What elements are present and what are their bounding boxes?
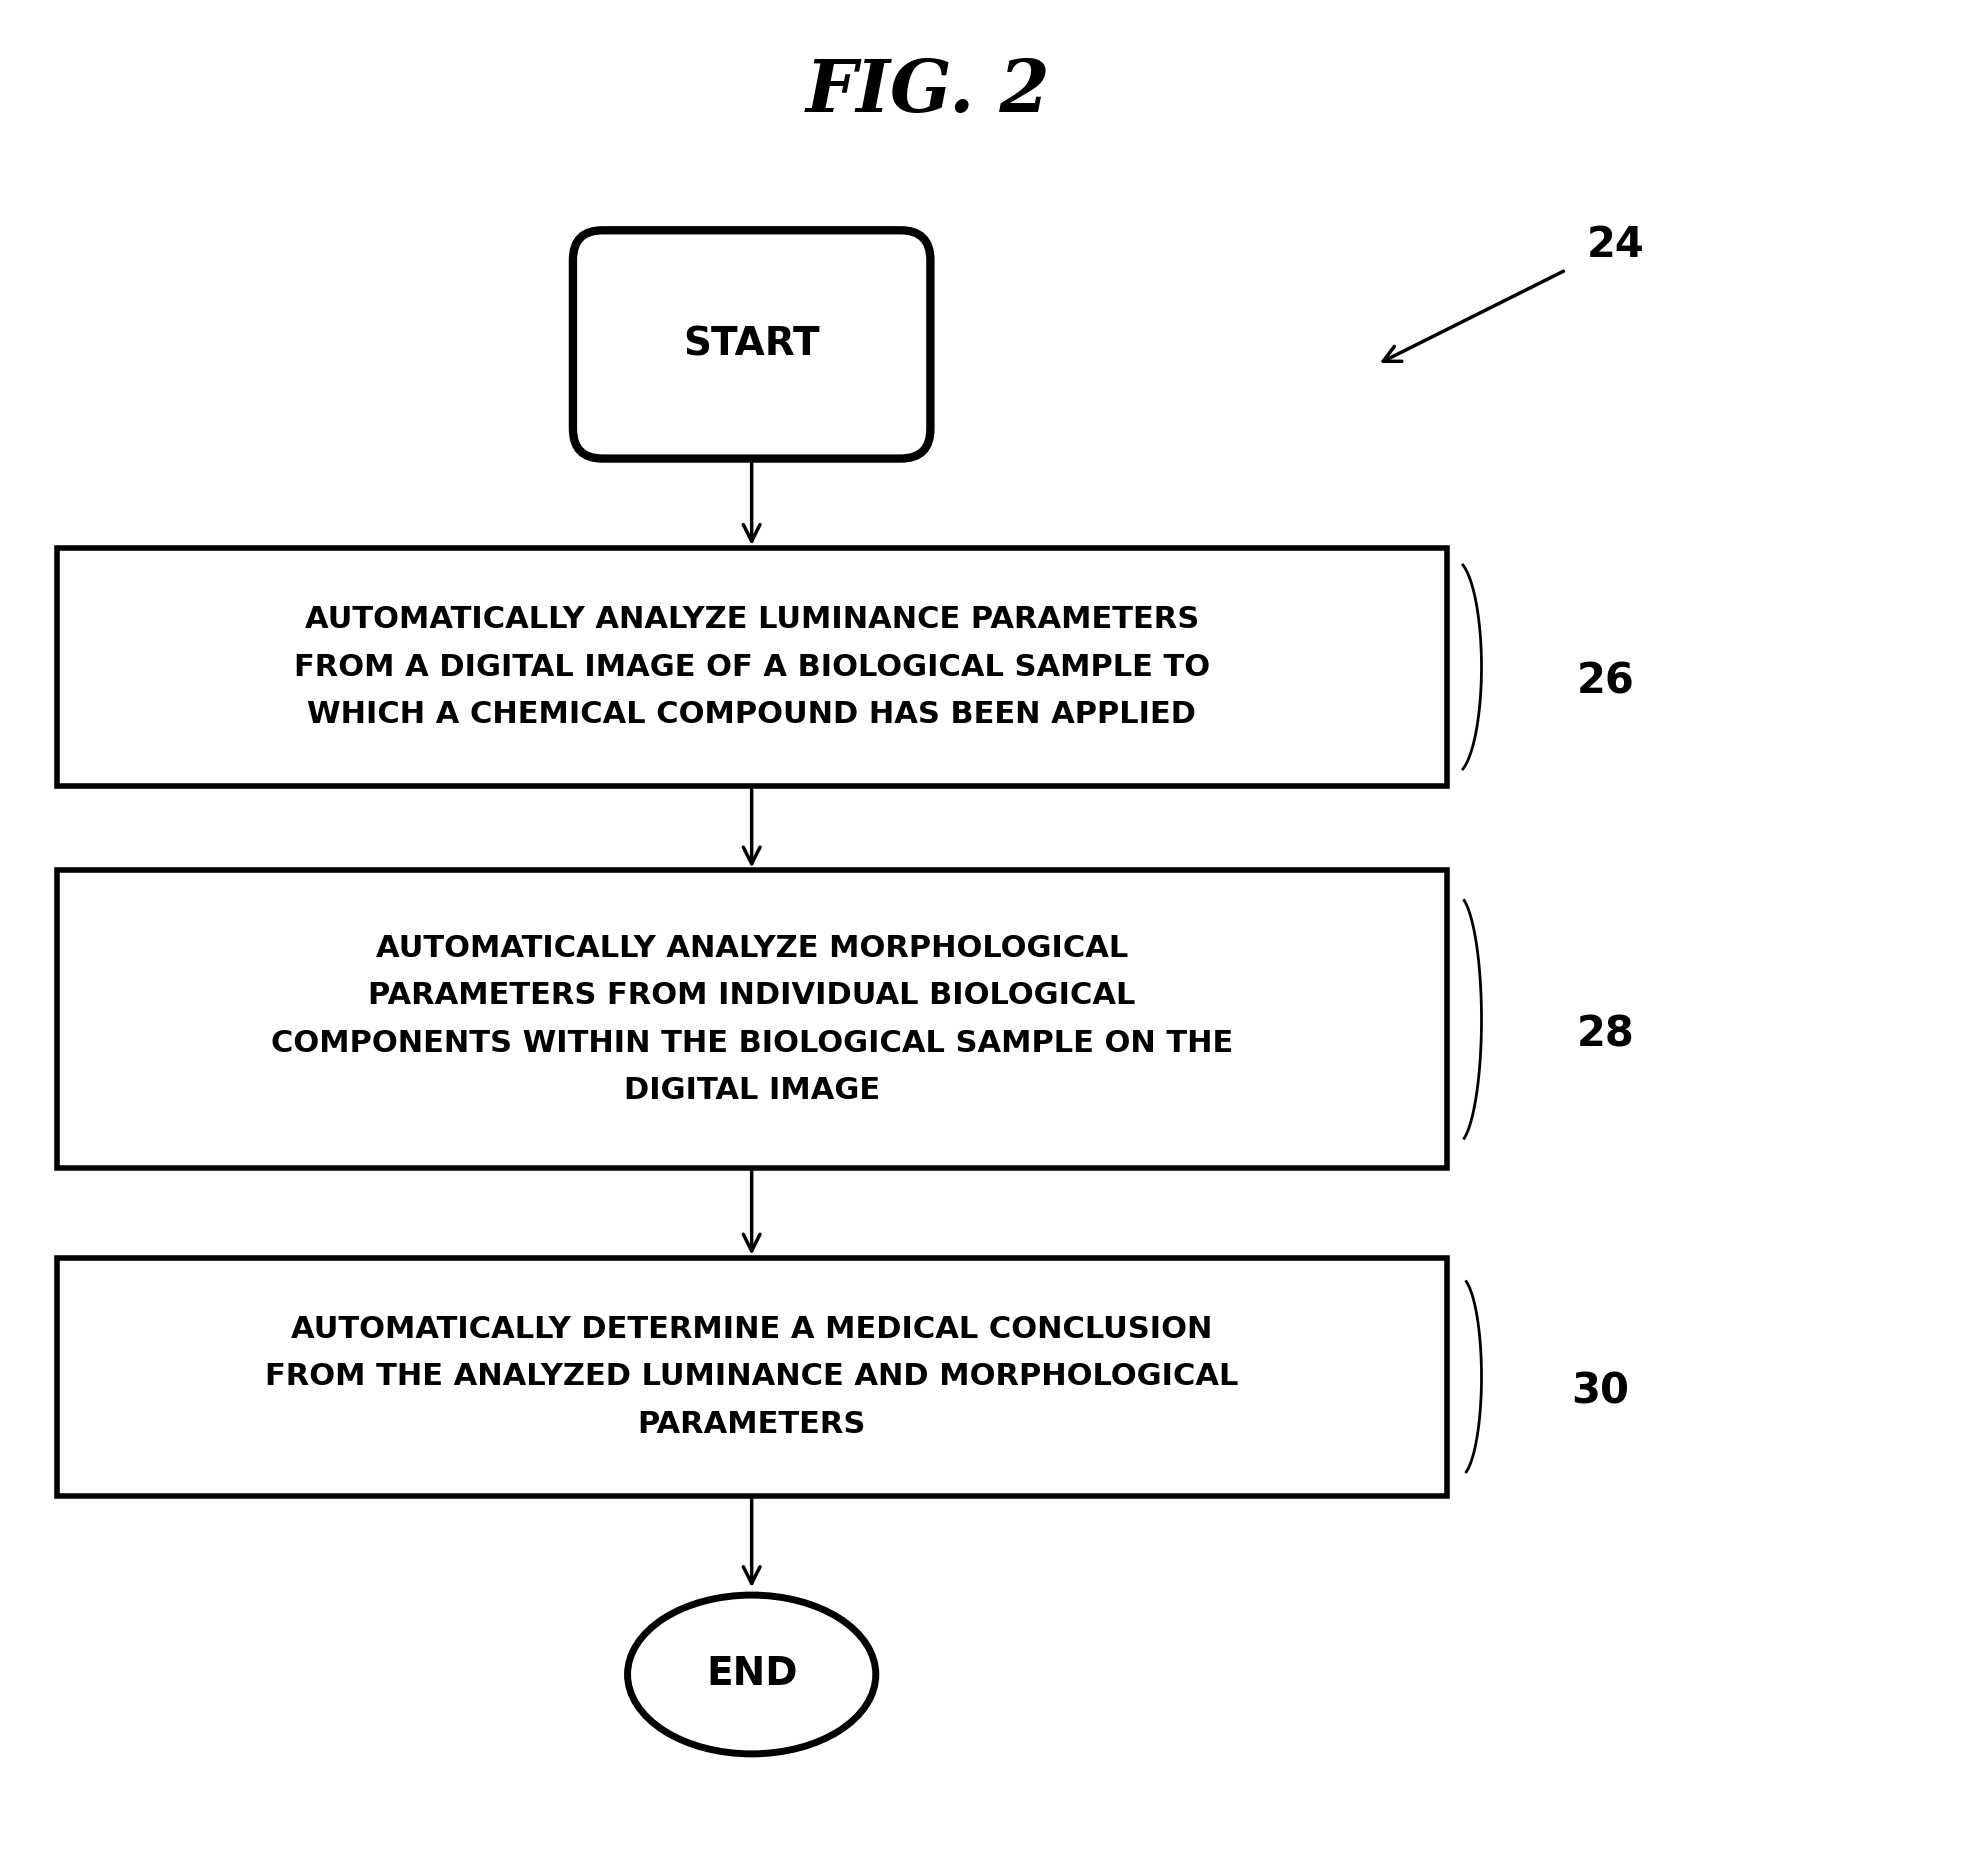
- Text: 24: 24: [1586, 225, 1644, 266]
- FancyBboxPatch shape: [572, 230, 929, 459]
- Text: START: START: [683, 326, 819, 363]
- Bar: [57, 1258, 1446, 1496]
- Bar: [57, 870, 1446, 1168]
- Text: AUTOMATICALLY ANALYZE MORPHOLOGICAL
PARAMETERS FROM INDIVIDUAL BIOLOGICAL
COMPON: AUTOMATICALLY ANALYZE MORPHOLOGICAL PARA…: [270, 934, 1233, 1104]
- Text: FIG. 2: FIG. 2: [805, 56, 1050, 127]
- Text: END: END: [706, 1655, 797, 1694]
- Text: 30: 30: [1571, 1370, 1630, 1413]
- Ellipse shape: [627, 1595, 876, 1754]
- Text: AUTOMATICALLY DETERMINE A MEDICAL CONCLUSION
FROM THE ANALYZED LUMINANCE AND MOR: AUTOMATICALLY DETERMINE A MEDICAL CONCLU…: [264, 1314, 1237, 1438]
- Text: 26: 26: [1576, 661, 1634, 702]
- Text: 28: 28: [1576, 1013, 1634, 1056]
- Text: AUTOMATICALLY ANALYZE LUMINANCE PARAMETERS
FROM A DIGITAL IMAGE OF A BIOLOGICAL : AUTOMATICALLY ANALYZE LUMINANCE PARAMETE…: [294, 605, 1209, 728]
- Bar: [57, 548, 1446, 786]
